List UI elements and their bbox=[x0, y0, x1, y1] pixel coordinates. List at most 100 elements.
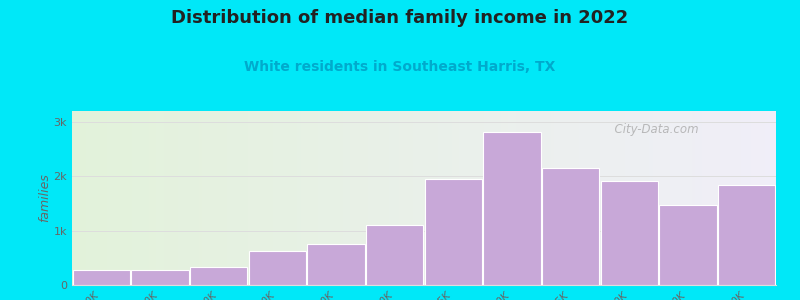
Bar bbox=[660, 111, 663, 285]
Bar bbox=[607, 111, 610, 285]
Bar bbox=[82, 111, 86, 285]
Bar bbox=[498, 111, 502, 285]
Bar bbox=[269, 111, 273, 285]
Bar bbox=[582, 111, 586, 285]
Bar bbox=[512, 111, 515, 285]
Bar bbox=[230, 111, 234, 285]
Bar bbox=[125, 111, 128, 285]
Bar bbox=[157, 111, 160, 285]
Bar bbox=[357, 111, 361, 285]
Bar bbox=[311, 111, 315, 285]
Bar bbox=[540, 111, 544, 285]
Bar bbox=[597, 111, 600, 285]
Bar bbox=[452, 111, 456, 285]
Bar bbox=[509, 111, 512, 285]
Bar bbox=[255, 111, 258, 285]
Bar bbox=[307, 244, 365, 285]
Bar bbox=[131, 270, 189, 285]
Bar bbox=[718, 185, 775, 285]
Bar bbox=[350, 111, 354, 285]
Bar bbox=[421, 111, 424, 285]
Bar bbox=[519, 111, 522, 285]
Bar bbox=[762, 111, 766, 285]
Bar bbox=[663, 111, 667, 285]
Bar bbox=[635, 111, 638, 285]
Bar bbox=[600, 111, 603, 285]
Bar bbox=[343, 111, 346, 285]
Bar bbox=[691, 111, 695, 285]
Bar bbox=[304, 111, 308, 285]
Bar bbox=[659, 205, 717, 285]
Bar bbox=[670, 111, 674, 285]
Bar bbox=[223, 111, 227, 285]
Bar bbox=[487, 111, 491, 285]
Bar bbox=[160, 111, 163, 285]
Bar bbox=[562, 111, 565, 285]
Bar bbox=[276, 111, 280, 285]
Bar bbox=[462, 111, 466, 285]
Bar bbox=[354, 111, 357, 285]
Bar bbox=[738, 111, 741, 285]
Bar bbox=[258, 111, 262, 285]
Bar bbox=[734, 111, 738, 285]
Bar bbox=[374, 111, 378, 285]
Bar bbox=[477, 111, 480, 285]
Bar bbox=[262, 111, 266, 285]
Bar bbox=[368, 111, 371, 285]
Bar bbox=[104, 111, 107, 285]
Bar bbox=[294, 111, 298, 285]
Bar bbox=[190, 266, 247, 285]
Bar bbox=[681, 111, 685, 285]
Bar bbox=[93, 111, 97, 285]
Bar bbox=[283, 111, 286, 285]
Bar bbox=[702, 111, 706, 285]
Bar bbox=[625, 111, 628, 285]
Bar bbox=[146, 111, 150, 285]
Bar bbox=[449, 111, 452, 285]
Bar bbox=[642, 111, 646, 285]
Bar bbox=[163, 111, 167, 285]
Bar bbox=[466, 111, 470, 285]
Text: City-Data.com: City-Data.com bbox=[607, 123, 698, 136]
Bar bbox=[646, 111, 650, 285]
Bar bbox=[399, 111, 403, 285]
Bar bbox=[100, 111, 104, 285]
Bar bbox=[425, 179, 482, 285]
Bar bbox=[601, 181, 658, 285]
Bar bbox=[688, 111, 691, 285]
Bar bbox=[445, 111, 449, 285]
Bar bbox=[142, 111, 146, 285]
Bar bbox=[656, 111, 660, 285]
Bar bbox=[537, 111, 540, 285]
Bar bbox=[438, 111, 442, 285]
Bar bbox=[238, 111, 241, 285]
Bar bbox=[227, 111, 230, 285]
Bar bbox=[491, 111, 494, 285]
Bar bbox=[586, 111, 590, 285]
Bar bbox=[603, 111, 607, 285]
Bar bbox=[181, 111, 185, 285]
Bar bbox=[286, 111, 290, 285]
Bar bbox=[751, 111, 755, 285]
Bar bbox=[361, 111, 364, 285]
Bar bbox=[188, 111, 192, 285]
Bar bbox=[470, 111, 474, 285]
Bar bbox=[424, 111, 427, 285]
Bar bbox=[667, 111, 670, 285]
Bar bbox=[245, 111, 248, 285]
Bar bbox=[301, 111, 304, 285]
Bar bbox=[167, 111, 170, 285]
Bar bbox=[249, 251, 306, 285]
Bar bbox=[494, 111, 498, 285]
Bar bbox=[86, 111, 90, 285]
Bar bbox=[241, 111, 245, 285]
Bar bbox=[403, 111, 406, 285]
Bar bbox=[251, 111, 255, 285]
Bar bbox=[417, 111, 421, 285]
Bar bbox=[346, 111, 350, 285]
Text: White residents in Southeast Harris, TX: White residents in Southeast Harris, TX bbox=[244, 60, 556, 74]
Bar bbox=[326, 111, 329, 285]
Bar bbox=[192, 111, 195, 285]
Bar bbox=[558, 111, 562, 285]
Bar bbox=[220, 111, 223, 285]
